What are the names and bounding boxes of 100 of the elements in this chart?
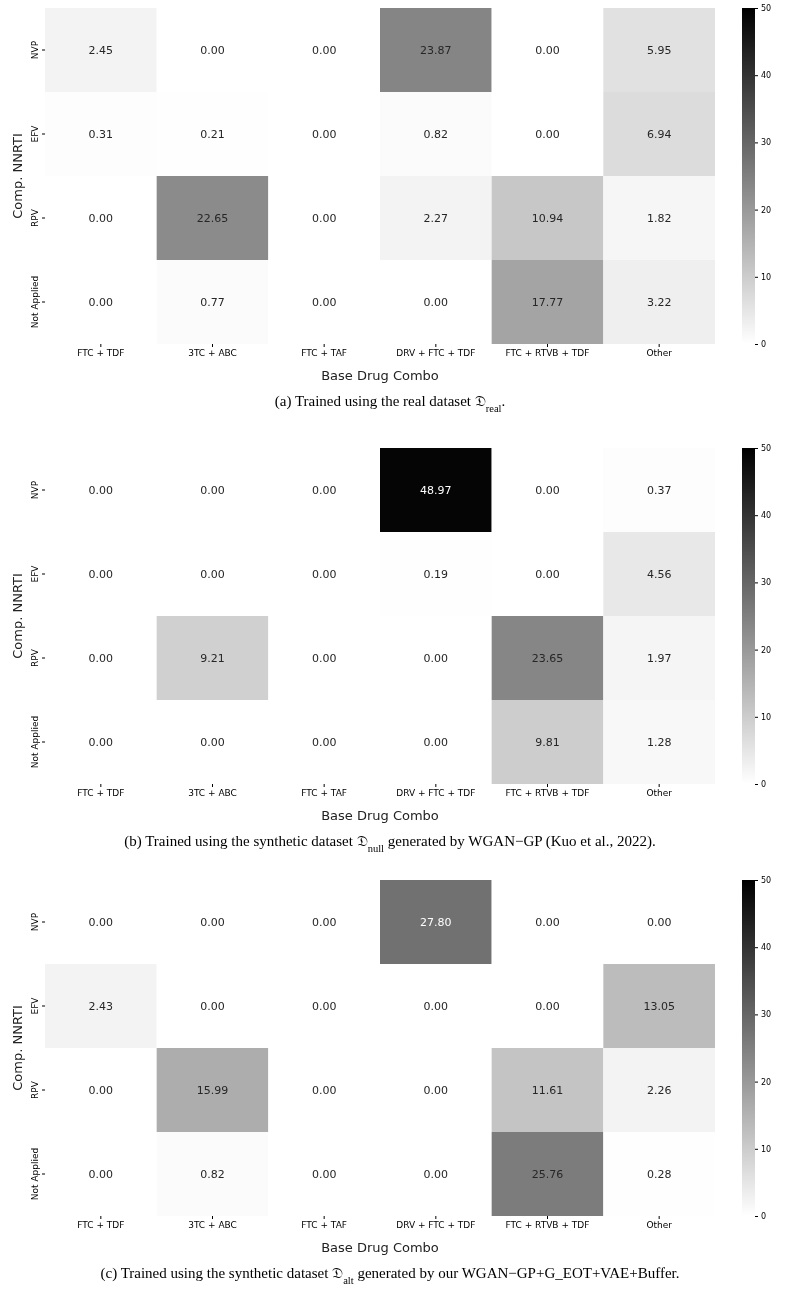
data-label: 9.21 xyxy=(200,651,225,665)
y-tick-label: EFV xyxy=(30,124,40,143)
data-label: 0.00 xyxy=(311,915,337,929)
data-label: 23.65 xyxy=(531,651,564,665)
data-label: 0.00 xyxy=(311,295,337,309)
color-bar-label: 10 xyxy=(761,712,772,722)
x-tick-label: DRV + FTC + TDF xyxy=(396,788,476,799)
color-bar-label: 40 xyxy=(761,943,772,953)
data-label: 0.00 xyxy=(311,127,337,141)
y-axis-title: Comp. NNRTI xyxy=(10,1005,25,1091)
data-label: 0.00 xyxy=(535,567,560,581)
color-bar-label: 20 xyxy=(761,205,772,215)
data-label: 17.77 xyxy=(531,295,564,309)
data-label: 27.80 xyxy=(420,915,452,929)
data-label: 0.00 xyxy=(88,567,114,581)
y-tick-label: Not Applied xyxy=(30,275,40,329)
data-label: 0.00 xyxy=(88,915,114,929)
x-tick-label: Other xyxy=(646,348,673,359)
y-tick-label: Not Applied xyxy=(30,1147,40,1201)
data-label: 0.37 xyxy=(646,483,672,497)
x-tick-label: DRV + FTC + TDF xyxy=(396,1220,476,1231)
data-label: 0.00 xyxy=(88,735,114,749)
color-bar-label: 0 xyxy=(761,340,767,350)
x-tick-label: Other xyxy=(646,788,673,799)
data-label: 11.61 xyxy=(531,1083,564,1097)
data-label: 0.00 xyxy=(646,915,672,929)
data-label: 0.82 xyxy=(423,127,449,141)
data-label: 0.00 xyxy=(535,127,560,141)
data-label: 0.00 xyxy=(423,295,449,309)
data-label: 0.00 xyxy=(200,483,225,497)
y-tick-label: EFV xyxy=(30,564,40,583)
x-axis-title: Base Drug Combo xyxy=(321,808,439,823)
data-label: 0.00 xyxy=(423,651,449,665)
x-tick-label: DRV + FTC + TDF xyxy=(396,348,476,359)
data-label: 0.00 xyxy=(200,999,225,1013)
data-label: 13.05 xyxy=(643,999,675,1013)
x-tick-label: 3TC + ABC xyxy=(188,788,237,799)
data-label: 0.77 xyxy=(200,295,225,309)
x-tick-label: FTC + RTVB + TDF xyxy=(505,788,590,799)
data-label: 0.00 xyxy=(88,295,114,309)
data-label: 0.31 xyxy=(88,127,114,141)
data-label: 9.81 xyxy=(535,735,560,749)
y-tick-label: EFV xyxy=(30,996,40,1015)
text: (b) Trained using the synthetic dataset 𝔇$_{null}$ generated by WGAN−GP (Kuo et al., 2022). xyxy=(124,833,656,854)
color-bar-label: 0 xyxy=(761,780,767,790)
data-label: 4.56 xyxy=(646,567,672,581)
data-label: 0.00 xyxy=(88,651,114,665)
x-tick-label: FTC + RTVB + TDF xyxy=(505,348,590,359)
data-label: 0.28 xyxy=(646,1167,672,1181)
data-label: 0.00 xyxy=(311,43,337,57)
data-label: 0.19 xyxy=(423,567,449,581)
data-label: 2.45 xyxy=(88,43,114,57)
data-label: 0.82 xyxy=(200,1167,225,1181)
data-label: 0.00 xyxy=(423,735,449,749)
color-bar-label: 40 xyxy=(761,511,772,521)
x-tick-label: FTC + TAF xyxy=(301,788,347,799)
data-label: 0.00 xyxy=(200,735,225,749)
y-tick-label: RPV xyxy=(30,648,40,667)
data-label: 0.00 xyxy=(200,567,225,581)
y-tick-label: RPV xyxy=(30,1080,40,1099)
data-label: 25.76 xyxy=(531,1167,564,1181)
y-tick-label: NVP xyxy=(30,480,40,500)
data-label: 2.27 xyxy=(423,211,449,225)
color-bar-label: 0 xyxy=(761,1212,767,1222)
data-label: 0.00 xyxy=(200,915,225,929)
text: (c) Trained using the synthetic dataset 𝔇$_{alt}$ generated by our WGAN−GP+G_EOT+VAE+Buffer. xyxy=(100,1265,680,1286)
data-label: 2.26 xyxy=(646,1083,672,1097)
data-label: 0.00 xyxy=(311,735,337,749)
color-bar-label: 50 xyxy=(761,876,772,886)
data-label: 0.00 xyxy=(311,651,337,665)
data-label: 0.00 xyxy=(535,43,560,57)
data-label: 0.00 xyxy=(200,43,225,57)
data-label: 0.00 xyxy=(311,211,337,225)
color-bar-label: 10 xyxy=(761,1144,772,1154)
x-tick-label: 3TC + ABC xyxy=(188,348,237,359)
data-label: 0.00 xyxy=(88,1083,114,1097)
data-label: 1.28 xyxy=(646,735,672,749)
data-label: 0.00 xyxy=(311,567,337,581)
x-tick-label: 3TC + ABC xyxy=(188,1220,237,1231)
x-tick-label: FTC + TDF xyxy=(77,1220,125,1231)
data-label: 23.87 xyxy=(420,43,452,57)
data-label: 15.99 xyxy=(196,1083,229,1097)
data-label: 0.00 xyxy=(423,1083,449,1097)
x-axis-title: Base Drug Combo xyxy=(321,368,439,383)
color-bar-label: 50 xyxy=(761,444,772,454)
x-tick-label: FTC + TDF xyxy=(77,788,125,799)
color-bar-label: 30 xyxy=(761,578,772,588)
y-tick-label: NVP xyxy=(30,40,40,60)
data-label: 0.00 xyxy=(88,483,114,497)
data-label: 0.00 xyxy=(423,1167,449,1181)
x-tick-label: FTC + RTVB + TDF xyxy=(505,1220,590,1231)
color-bar-label: 20 xyxy=(761,1077,772,1087)
y-axis-title: Comp. NNRTI xyxy=(10,573,25,659)
y-axis-title: Comp. NNRTI xyxy=(10,133,25,219)
x-tick-label: FTC + TDF xyxy=(77,348,125,359)
data-label: 5.95 xyxy=(646,43,672,57)
data-label: 10.94 xyxy=(531,211,564,225)
data-label: 0.00 xyxy=(311,483,337,497)
x-axis-title: Base Drug Combo xyxy=(321,1240,439,1255)
color-bar-label: 30 xyxy=(761,138,772,148)
